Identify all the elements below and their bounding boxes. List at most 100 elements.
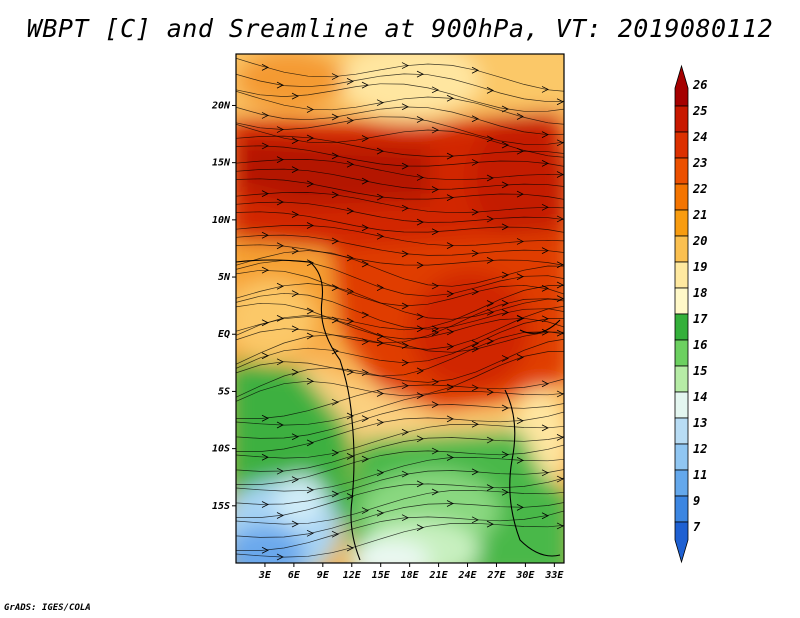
streamline-arrow — [516, 147, 524, 155]
colorbar-arrow-top — [674, 64, 689, 107]
streamline-arrow — [331, 449, 339, 457]
streamline-arrow — [331, 73, 339, 80]
streamline-arrow — [291, 211, 299, 218]
streamline-arrow — [431, 282, 439, 290]
streamline-arrow — [376, 147, 384, 155]
lon-label: 9E — [317, 570, 330, 581]
colorbar-swatch — [674, 105, 689, 133]
streamline-arrow — [361, 81, 369, 89]
colorbar-swatch — [674, 365, 689, 393]
streamline-arrow — [486, 388, 494, 396]
streamline-arrow — [376, 284, 384, 291]
streamline-arrow — [416, 116, 424, 123]
colorbar-label: 12 — [693, 442, 707, 456]
streamline-arrow — [261, 453, 269, 461]
streamline-arrow — [261, 501, 269, 508]
colorbar-label: 26 — [692, 78, 707, 92]
colorbar-label: 22 — [692, 182, 707, 196]
colorbar-label: 24 — [692, 130, 707, 144]
streamline-arrow — [516, 456, 524, 464]
colorbar-label: 17 — [693, 312, 708, 326]
streamline-arrow — [516, 273, 524, 280]
streamline-arrow — [486, 484, 494, 491]
streamline — [236, 106, 564, 136]
colorbar-swatch — [674, 131, 689, 159]
streamline-arrow — [276, 512, 284, 519]
colorbar-label: 21 — [692, 208, 707, 222]
streamline-arrow — [291, 137, 299, 144]
streamline-arrow — [331, 347, 339, 355]
streamline-arrow — [276, 156, 284, 164]
streamline-arrow — [291, 290, 299, 297]
lat-label: 20N — [211, 100, 231, 111]
streamline-arrow — [431, 86, 439, 94]
streamline-arrow — [471, 420, 479, 428]
streamline-arrow — [276, 242, 284, 250]
streamline-arrow — [556, 281, 564, 289]
streamline-arrow — [541, 380, 549, 388]
streamline-arrow — [516, 113, 524, 120]
lon-label: 30E — [515, 570, 535, 581]
streamline-arrow — [401, 162, 409, 170]
streamline-arrow — [446, 328, 454, 336]
colorbar-label: 13 — [693, 416, 707, 430]
lon-label: 6E — [288, 570, 301, 581]
streamline — [236, 378, 564, 419]
streamline-arrow — [516, 190, 524, 198]
streamline-arrow — [346, 207, 354, 215]
lon-label: 21E — [429, 570, 449, 581]
streamline-arrow — [401, 428, 409, 436]
streamline-arrow — [541, 86, 549, 93]
colorbar-label: 9 — [693, 494, 700, 508]
streamline-arrow — [431, 488, 439, 496]
streamline-arrow — [331, 398, 339, 406]
temperature-field — [236, 54, 564, 563]
colorbar-swatch — [674, 313, 689, 341]
streamline — [236, 469, 564, 505]
streamline-arrow — [446, 343, 454, 351]
streamline-arrow — [416, 435, 424, 443]
streamline-arrow — [361, 135, 369, 142]
streamline-arrow — [401, 382, 409, 390]
streamline — [236, 411, 564, 452]
colorbar-swatch — [674, 443, 689, 471]
streamline-arrow — [446, 454, 454, 461]
lat-label: 10N — [212, 215, 231, 226]
streamline-arrow — [501, 223, 509, 231]
colorbar-label: 16 — [693, 338, 707, 352]
streamline-arrow — [446, 242, 454, 250]
streamline-arrow — [471, 345, 479, 353]
colorbar-swatch — [674, 157, 689, 185]
map-frame — [235, 53, 565, 564]
lat-label: 5N — [218, 272, 231, 283]
streamline-arrow — [361, 415, 369, 422]
streamline-arrow — [306, 529, 314, 537]
streamline-arrow — [401, 470, 409, 478]
credit-text: GrADS: IGES/COLA — [4, 603, 91, 613]
colorbar-swatch — [674, 469, 689, 497]
streamline-arrow — [446, 383, 454, 391]
streamline — [236, 283, 564, 320]
streamline — [236, 168, 564, 190]
streamline-arrow — [541, 203, 549, 211]
streamline-arrow — [486, 436, 494, 444]
streamline-arrow — [501, 404, 509, 412]
streamline-arrow — [486, 215, 494, 223]
streamline-arrow — [276, 358, 284, 366]
streamline-arrow — [261, 546, 269, 554]
streamline — [236, 269, 564, 307]
streamline-arrow — [331, 191, 339, 199]
streamline — [236, 477, 564, 518]
streamline — [236, 178, 564, 200]
streamline-arrow — [261, 231, 269, 239]
streamline — [236, 331, 564, 377]
streamline-arrow — [306, 134, 314, 142]
streamline-arrow — [471, 159, 479, 166]
streamline-arrow — [261, 64, 269, 71]
streamline-arrow — [471, 115, 479, 123]
streamline-arrow — [306, 377, 314, 385]
streamline-arrow — [431, 401, 439, 409]
streamline-arrow — [376, 339, 384, 347]
streamline-arrow — [346, 78, 354, 85]
streamline-arrow — [446, 415, 454, 423]
